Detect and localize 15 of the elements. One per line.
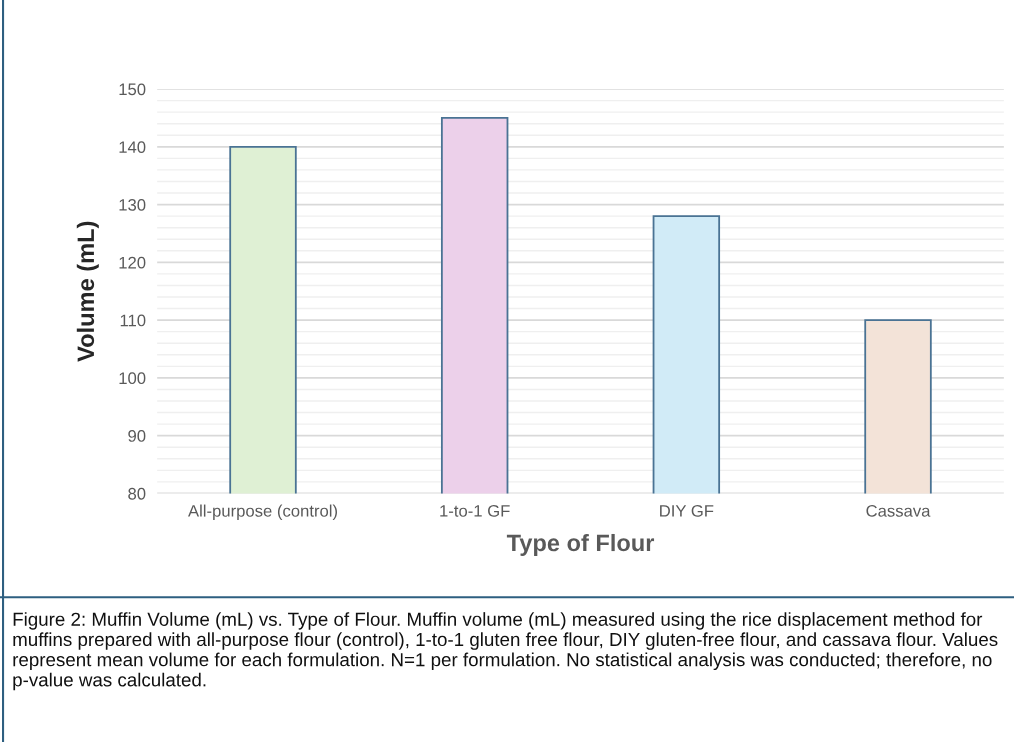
y-tick-label: 100 [119,372,146,385]
y-tick-label: 90 [128,430,146,442]
x-tick-label: DIY GF [660,504,714,517]
y-tick-label: 80 [128,487,146,500]
x-tick-label: All-purpose (control) [188,504,338,521]
y-tick-label: 110 [120,314,146,327]
y-axis-title: Volume (mL) [76,221,99,362]
y-tick-label: 140 [119,141,146,154]
x-tick-label: Cassava [866,504,931,517]
y-tick-label: 150 [119,83,146,96]
x-tick-label: 1-to-1 GF [440,504,510,517]
y-tick-label: 120 [119,256,146,269]
caption: Figure 2: Muffin Volume (mL) vs. Type of Flour. Muffin volume (mL) measured using the rice displacement method for muffins prepared with all-purpose flour (control), 1-to-1 gluten free flour, DIY gluten-free flour, and cassava flour. Values represent mean volume for each formulation. N=1 per formulation. No statistical analysis was conducted; therefore, no p-value was calculated. [13,612,998,691]
x-axis-title: Type of Flour [506,533,655,556]
y-tick-label: 130 [119,198,146,211]
